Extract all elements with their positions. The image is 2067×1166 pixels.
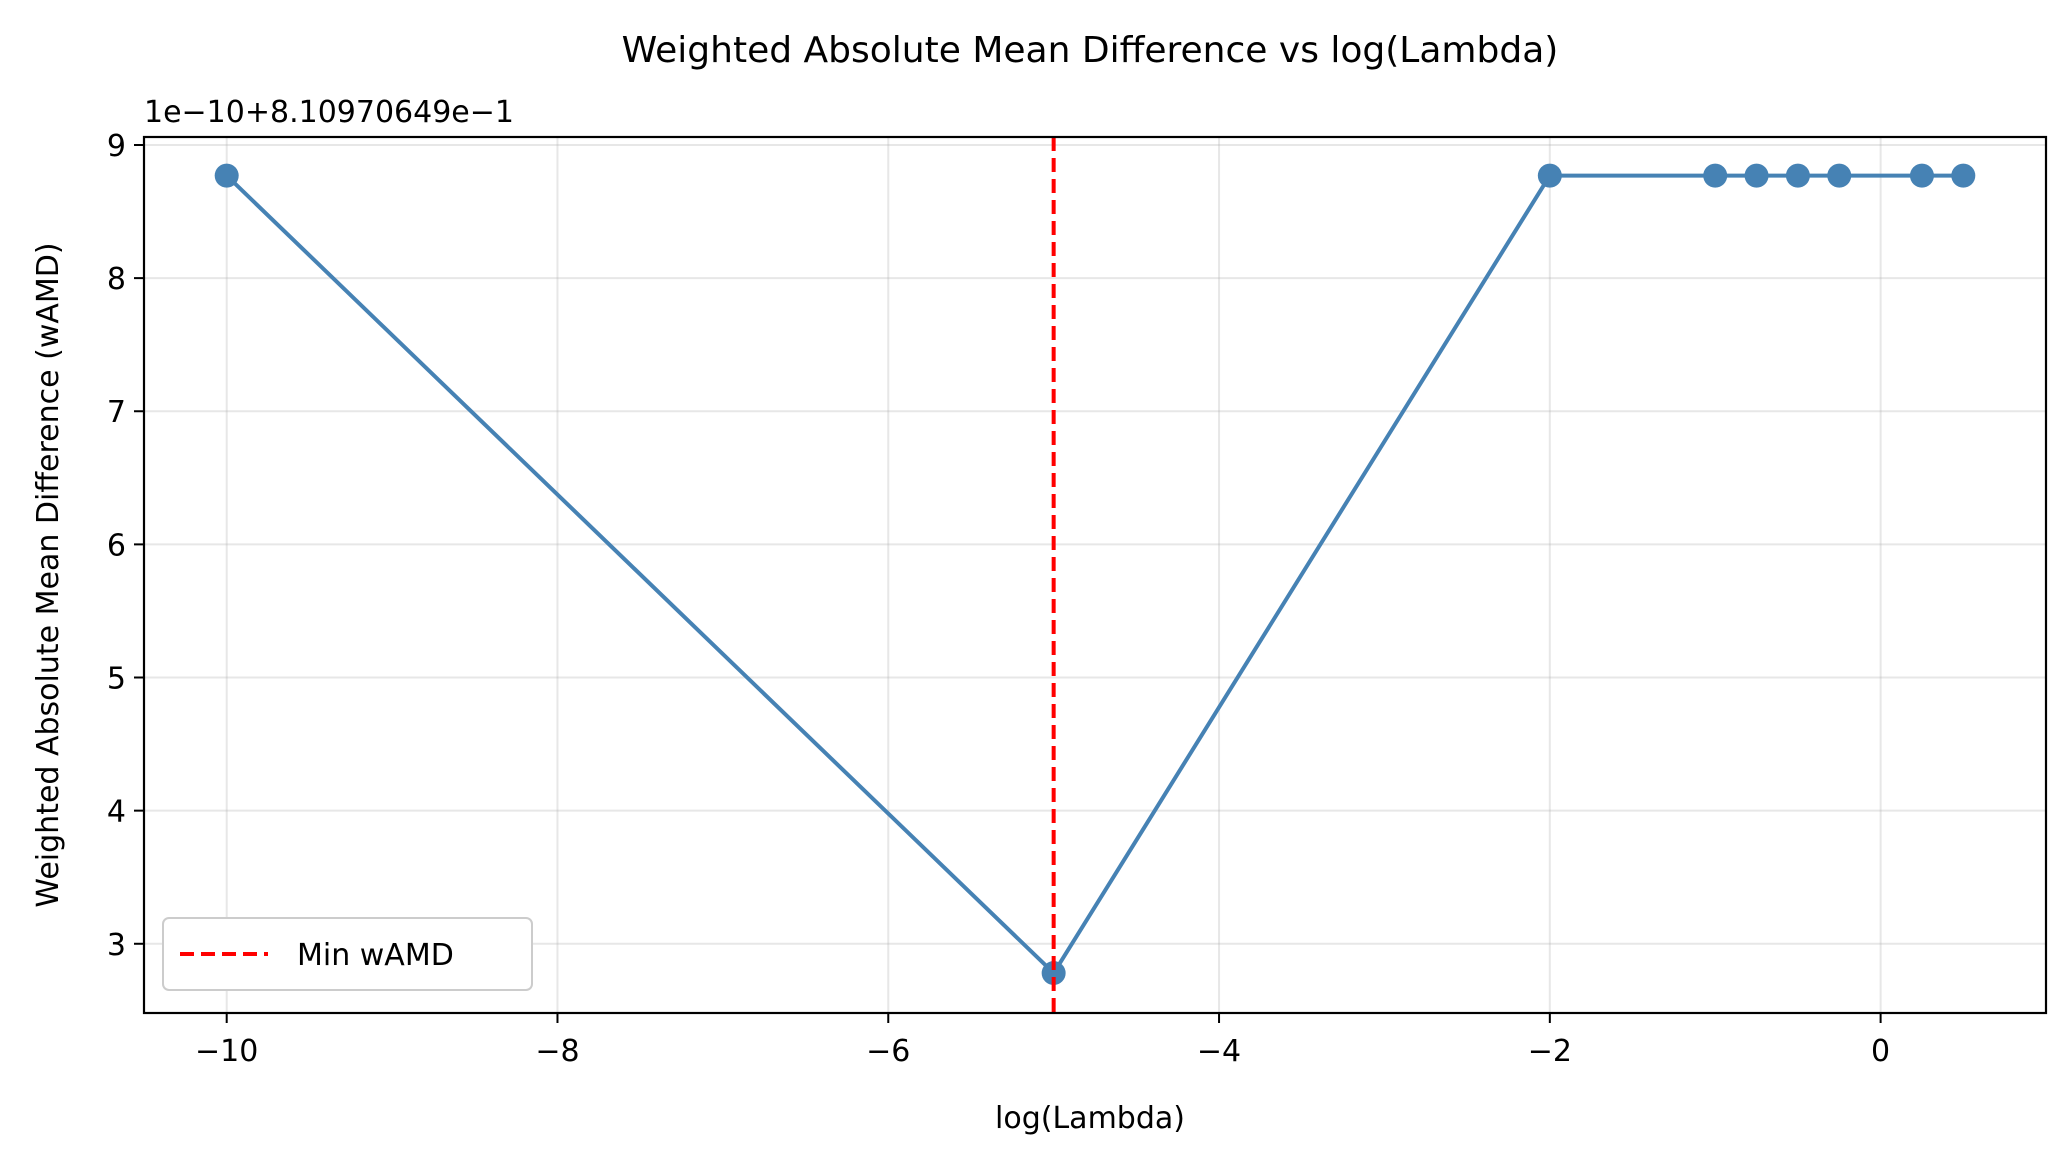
series-layer: [214, 163, 1976, 986]
wamd-data-point: [1744, 163, 1769, 188]
y-tick-label: 7: [107, 395, 126, 430]
wamd-data-point: [1785, 163, 1810, 188]
grid: [144, 137, 2046, 1013]
plot-frame: [142, 135, 2048, 1015]
y-tick-label: 9: [107, 129, 126, 164]
wamd-data-point: [1909, 163, 1934, 188]
y-tick-label: 5: [107, 662, 126, 697]
wamd-data-point: [1951, 163, 1976, 188]
x-tick-label: −10: [195, 1034, 258, 1069]
y-axis-label: Weighted Absolute Mean Difference (wAMD): [31, 242, 66, 907]
x-axis-label: log(Lambda): [995, 1101, 1185, 1136]
wamd-data-point: [1827, 163, 1852, 188]
wamd-data-point: [1041, 961, 1066, 986]
y-tick-label: 8: [107, 262, 126, 297]
y-axis-offset-label: 1e−10+8.10970649e−1: [144, 95, 514, 130]
x-tick-label: −2: [1528, 1034, 1572, 1069]
y-tick-label: 3: [107, 928, 126, 963]
legend-min-wamd-label: Min wAMD: [297, 938, 454, 973]
x-tick-label: −4: [1197, 1034, 1241, 1069]
legend-box: [162, 917, 533, 991]
chart-title: Weighted Absolute Mean Difference vs log…: [622, 30, 1559, 71]
x-axis-ticks: −10 −8 −6 −4 −2 0: [195, 1013, 1890, 1069]
legend: Min wAMD: [162, 917, 533, 991]
y-tick-label: 4: [107, 795, 126, 830]
y-tick-label: 6: [107, 528, 126, 563]
x-tick-label: −8: [535, 1034, 579, 1069]
wamd-data-point: [1537, 163, 1562, 188]
x-tick-label: −6: [866, 1034, 910, 1069]
y-axis-ticks: 3 4 5 6 7 8 9: [107, 129, 144, 963]
wamd-data-point: [1703, 163, 1728, 188]
x-tick-label: 0: [1871, 1034, 1890, 1069]
wamd-data-point: [214, 163, 239, 188]
